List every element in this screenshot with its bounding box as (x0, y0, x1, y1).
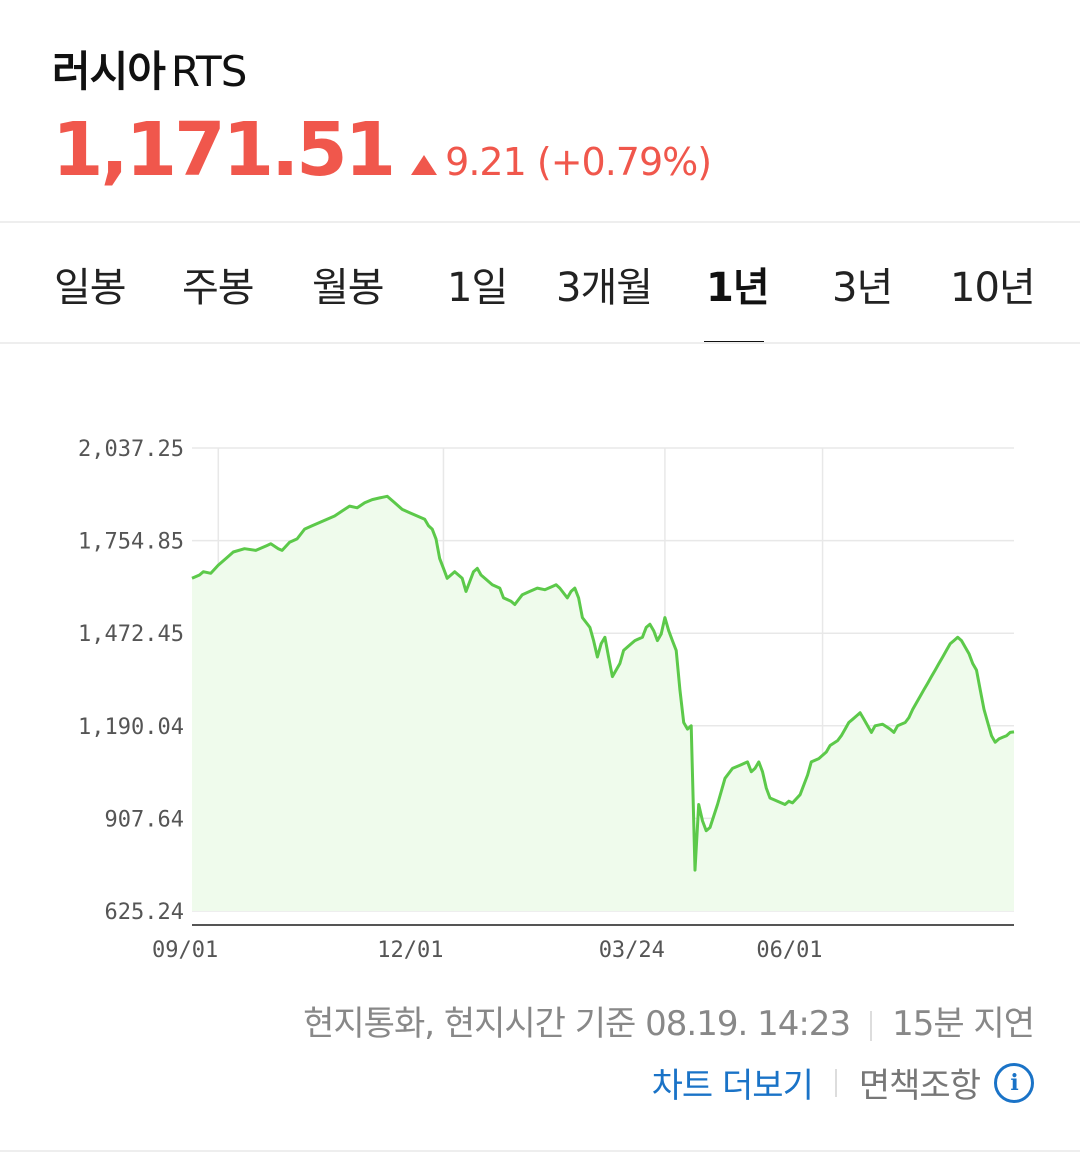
y-tick-label: 625.24 (105, 900, 184, 925)
period-tabs: 일봉 주봉 월봉 1일 3개월 1년 3년 10년 (0, 223, 1080, 344)
footer-link-separator (834, 1068, 837, 1097)
current-price: 1,171.51 (52, 107, 396, 193)
tab-monthly[interactable]: 월봉 (312, 265, 385, 311)
triangle-up-icon (411, 155, 438, 175)
footer-links: 차트 더보기 면책조항 i (652, 1058, 1034, 1107)
quote-header: 러시아 RTS 1,171.51 9.21 (+0.79%) (52, 38, 1052, 193)
delay-text: 15분 지연 (892, 1004, 1035, 1044)
x-tick-label: 12/01 (377, 938, 443, 963)
index-name: 러시아 (52, 47, 166, 96)
tab-10-years[interactable]: 10년 (950, 265, 1036, 311)
x-axis-labels: 09/01 12/01 03/24 06/01 (152, 938, 823, 963)
y-tick-label: 1,190.04 (78, 715, 184, 740)
change-value: 9.21 (445, 140, 527, 184)
tab-weekly[interactable]: 주봉 (182, 265, 255, 311)
x-tick-label: 09/01 (152, 938, 218, 963)
more-chart-link[interactable]: 차트 더보기 (651, 1066, 814, 1106)
index-code: RTS (170, 47, 247, 96)
index-title: 러시아 RTS (52, 38, 1052, 99)
basis-text: 현지통화, 현지시간 기준 08.19. 14:23 (303, 1004, 851, 1044)
x-tick-label: 06/01 (756, 938, 822, 963)
y-tick-label: 907.64 (105, 807, 184, 832)
bottom-divider (0, 1150, 1080, 1152)
x-tick-label: 03/24 (599, 938, 665, 963)
y-tick-label: 2,037.25 (78, 437, 184, 462)
price-chart: 2,037.25 1,754.85 1,472.45 1,190.04 907.64 62… (78, 437, 1015, 963)
tab-1-year[interactable]: 1년 (706, 265, 770, 311)
y-tick-label: 1,472.45 (78, 622, 184, 647)
price-area-fill (192, 496, 1014, 911)
tab-3-years[interactable]: 3년 (832, 265, 893, 311)
price-line (191, 494, 1015, 872)
tab-3-months[interactable]: 3개월 (556, 265, 653, 311)
y-axis-labels: 2,037.25 1,754.85 1,472.45 1,190.04 907.64 62… (78, 437, 184, 925)
tab-1-day[interactable]: 1일 (447, 265, 508, 311)
tabs-divider (0, 342, 1080, 344)
data-basis-info: 현지통화, 현지시간 기준 08.19. 14:23 15분 지연 (303, 996, 1035, 1045)
tab-daily[interactable]: 일봉 (54, 265, 127, 311)
price-change: 9.21 (+0.79%) (411, 140, 712, 184)
footer-separator (870, 1010, 873, 1041)
change-percent: (+0.79%) (536, 140, 712, 184)
disclaimer-link[interactable]: 면책조항 (858, 1066, 981, 1106)
price-row: 1,171.51 9.21 (+0.79%) (52, 107, 1052, 193)
info-icon[interactable]: i (994, 1062, 1034, 1103)
y-tick-label: 1,754.85 (78, 530, 184, 555)
header-divider (0, 221, 1080, 223)
